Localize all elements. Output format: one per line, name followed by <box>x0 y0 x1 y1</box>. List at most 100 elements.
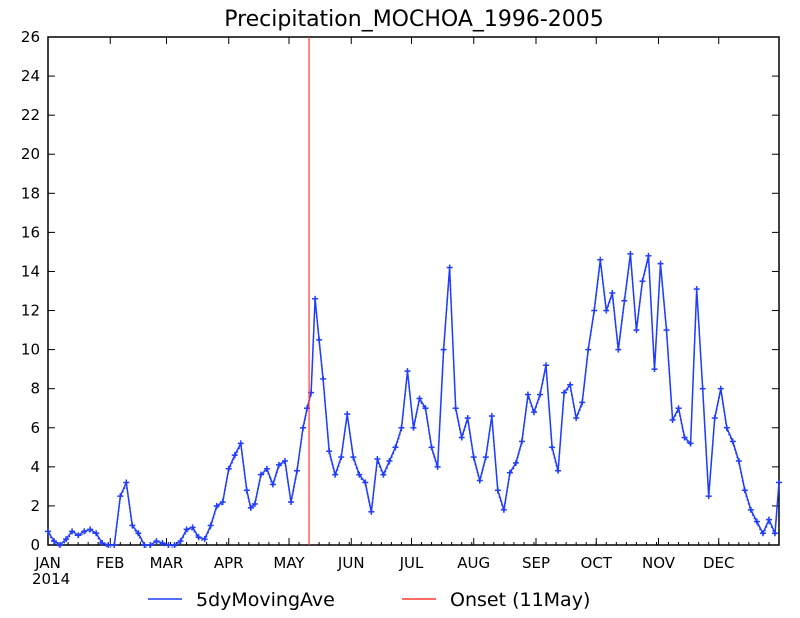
data-point <box>275 461 282 468</box>
data-point <box>735 457 742 464</box>
data-point <box>669 416 676 423</box>
data-point <box>183 526 190 533</box>
data-point <box>609 289 616 296</box>
data-point <box>765 516 772 523</box>
data-point <box>87 526 94 533</box>
data-point <box>326 448 333 455</box>
data-point <box>711 415 718 421</box>
y-tick-label: 2 <box>30 497 40 515</box>
data-point <box>422 405 429 412</box>
data-point <box>699 385 706 392</box>
data-point <box>69 528 76 535</box>
y-tick-label: 12 <box>21 302 40 320</box>
data-point <box>257 471 264 478</box>
y-tick-label: 4 <box>30 458 40 476</box>
y-tick-label: 0 <box>30 536 40 554</box>
data-point <box>213 502 220 509</box>
x-tick-label: AUG <box>457 554 490 572</box>
data-point <box>195 534 202 541</box>
data-point <box>543 362 550 369</box>
data-point <box>747 506 754 513</box>
data-point <box>639 278 646 285</box>
y-tick-label: 24 <box>21 67 40 85</box>
data-point <box>207 522 214 529</box>
data-point <box>675 405 682 412</box>
x-tick-label: MAR <box>150 554 184 572</box>
data-point <box>663 327 670 334</box>
data-point <box>651 366 658 373</box>
data-point <box>470 454 477 461</box>
data-point <box>741 487 748 494</box>
data-point <box>123 479 130 486</box>
data-point <box>362 479 369 486</box>
data-point <box>705 493 712 500</box>
x-tick-label: SEP <box>522 554 550 572</box>
data-point <box>524 391 531 398</box>
data-point <box>518 438 525 445</box>
data-point <box>506 469 513 476</box>
data-point <box>681 434 688 441</box>
data-point <box>374 456 381 463</box>
series-line <box>47 253 780 546</box>
data-point <box>225 465 232 472</box>
data-point <box>434 463 441 470</box>
plot-area <box>47 36 780 546</box>
data-point <box>615 346 622 353</box>
data-point <box>537 391 544 398</box>
data-point <box>159 540 166 547</box>
legend-label-onset: Onset (11May) <box>450 589 590 611</box>
data-point <box>147 542 154 548</box>
x-tick-label: NOV <box>642 554 676 572</box>
data-point <box>573 415 580 421</box>
data-point <box>398 424 405 431</box>
data-point <box>603 307 610 314</box>
data-point <box>135 530 142 537</box>
data-point <box>404 368 411 375</box>
data-point <box>476 477 483 484</box>
data-point <box>693 286 700 293</box>
data-point <box>350 454 357 461</box>
year-label: 2014 <box>32 570 70 588</box>
data-point <box>251 500 258 507</box>
data-point <box>567 381 574 388</box>
data-point <box>300 424 307 431</box>
data-point <box>579 399 586 406</box>
data-point <box>287 499 294 506</box>
data-point <box>440 346 447 353</box>
data-point <box>464 415 471 421</box>
data-point <box>294 467 301 474</box>
data-point <box>428 444 435 451</box>
data-point <box>219 499 226 506</box>
data-point <box>458 434 465 441</box>
data-point <box>549 444 556 451</box>
data-point <box>57 542 64 548</box>
data-point <box>45 528 51 535</box>
data-point <box>530 409 537 416</box>
data-point <box>687 440 694 447</box>
data-point <box>320 375 327 382</box>
data-point <box>500 506 507 513</box>
x-axis: JAN FEB MAR APR MAY JUN JUL AUG SEP OCT NOV DEC <box>34 37 770 572</box>
data-point <box>512 459 519 466</box>
data-point <box>243 487 250 494</box>
data-point <box>75 532 82 539</box>
legend: 5dyMovingAve Onset (11May) <box>148 589 590 611</box>
data-point <box>633 327 640 334</box>
x-tick-label: FEB <box>96 554 124 572</box>
y-tick-label: 8 <box>30 380 40 398</box>
plot-frame <box>47 36 780 546</box>
data-point <box>269 481 276 488</box>
y-tick-label: 10 <box>21 341 40 359</box>
data-point <box>771 530 778 537</box>
data-point <box>621 297 628 304</box>
data-point <box>723 424 730 431</box>
data-point <box>776 479 782 486</box>
y-tick-label: 16 <box>21 223 40 241</box>
data-point <box>99 540 106 547</box>
data-point <box>759 530 766 537</box>
data-point <box>177 538 184 545</box>
data-point <box>344 411 351 418</box>
x-tick-label: DEC <box>703 554 735 572</box>
